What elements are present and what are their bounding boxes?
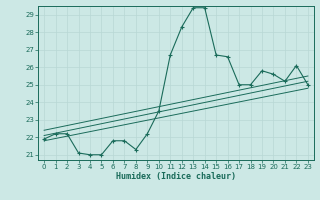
X-axis label: Humidex (Indice chaleur): Humidex (Indice chaleur) bbox=[116, 172, 236, 181]
